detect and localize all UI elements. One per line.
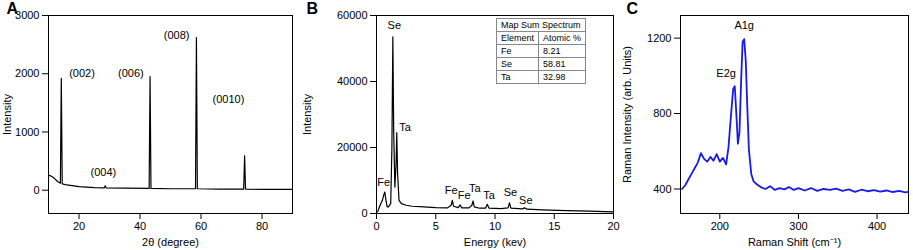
svg-text:2θ (degree): 2θ (degree) xyxy=(142,236,199,248)
html-text:Se: Se xyxy=(501,59,512,69)
svg-text:300: 300 xyxy=(789,220,807,232)
svg-text:5: 5 xyxy=(433,220,439,232)
svg-text:(004): (004) xyxy=(91,166,117,178)
svg-text:Se: Se xyxy=(519,194,532,206)
svg-text:Fe: Fe xyxy=(457,188,471,201)
svg-text:Se: Se xyxy=(504,186,517,198)
svg-text:Se: Se xyxy=(388,19,401,31)
svg-text:10: 10 xyxy=(489,220,501,232)
svg-text:1000: 1000 xyxy=(15,125,39,137)
svg-text:40: 40 xyxy=(134,220,146,232)
svg-text:A: A xyxy=(7,0,19,17)
html-text:Map Sum Spectrum: Map Sum Spectrum xyxy=(501,20,581,30)
svg-text:(002): (002) xyxy=(69,67,95,79)
svg-text:Energy (kev): Energy (kev) xyxy=(464,236,526,248)
svg-text:(008): (008) xyxy=(164,29,190,41)
svg-text:Ta: Ta xyxy=(399,121,412,133)
html-text:8.21: 8.21 xyxy=(543,46,561,56)
svg-text:Raman Shift (cm⁻¹): Raman Shift (cm⁻¹) xyxy=(748,236,841,248)
svg-text:Intensity: Intensity xyxy=(301,94,313,135)
svg-text:20000: 20000 xyxy=(337,141,368,153)
svg-text:400: 400 xyxy=(653,183,671,195)
html-text:Element: Element xyxy=(501,33,534,43)
html-text:Ta: Ta xyxy=(501,72,511,82)
svg-text:Ta: Ta xyxy=(469,182,482,194)
svg-text:2000: 2000 xyxy=(15,67,39,79)
svg-text:C: C xyxy=(627,0,639,17)
svg-text:0: 0 xyxy=(33,184,39,196)
svg-text:40000: 40000 xyxy=(337,75,368,87)
html-text:58.81: 58.81 xyxy=(543,59,566,69)
svg-text:60: 60 xyxy=(195,220,207,232)
svg-text:1200: 1200 xyxy=(647,32,671,44)
svg-text:60000: 60000 xyxy=(337,9,368,21)
svg-text:80: 80 xyxy=(256,220,268,232)
svg-text:B: B xyxy=(307,0,319,17)
svg-text:0: 0 xyxy=(373,220,379,232)
svg-text:Intensity: Intensity xyxy=(1,94,13,135)
svg-text:800: 800 xyxy=(653,107,671,119)
svg-text:Fe: Fe xyxy=(445,184,458,196)
svg-text:20: 20 xyxy=(607,220,619,232)
svg-text:Ta: Ta xyxy=(483,189,496,201)
svg-text:0: 0 xyxy=(361,207,367,219)
html-text:Atomic %: Atomic % xyxy=(543,33,581,43)
svg-text:3000: 3000 xyxy=(15,9,39,21)
svg-text:Raman Intensity (arb. Units): Raman Intensity (arb. Units) xyxy=(621,46,633,183)
svg-text:400: 400 xyxy=(868,220,886,232)
svg-text:Fe: Fe xyxy=(377,176,390,188)
svg-text:A1g: A1g xyxy=(734,19,754,31)
svg-text:200: 200 xyxy=(711,220,729,232)
svg-text:(006): (006) xyxy=(118,67,144,79)
html-text:32.98: 32.98 xyxy=(543,72,566,82)
html-text:Fe: Fe xyxy=(501,46,512,56)
svg-text:(0010): (0010) xyxy=(213,93,245,105)
svg-text:15: 15 xyxy=(548,220,560,232)
svg-text:20: 20 xyxy=(73,220,85,232)
svg-text:E2g: E2g xyxy=(716,67,736,79)
